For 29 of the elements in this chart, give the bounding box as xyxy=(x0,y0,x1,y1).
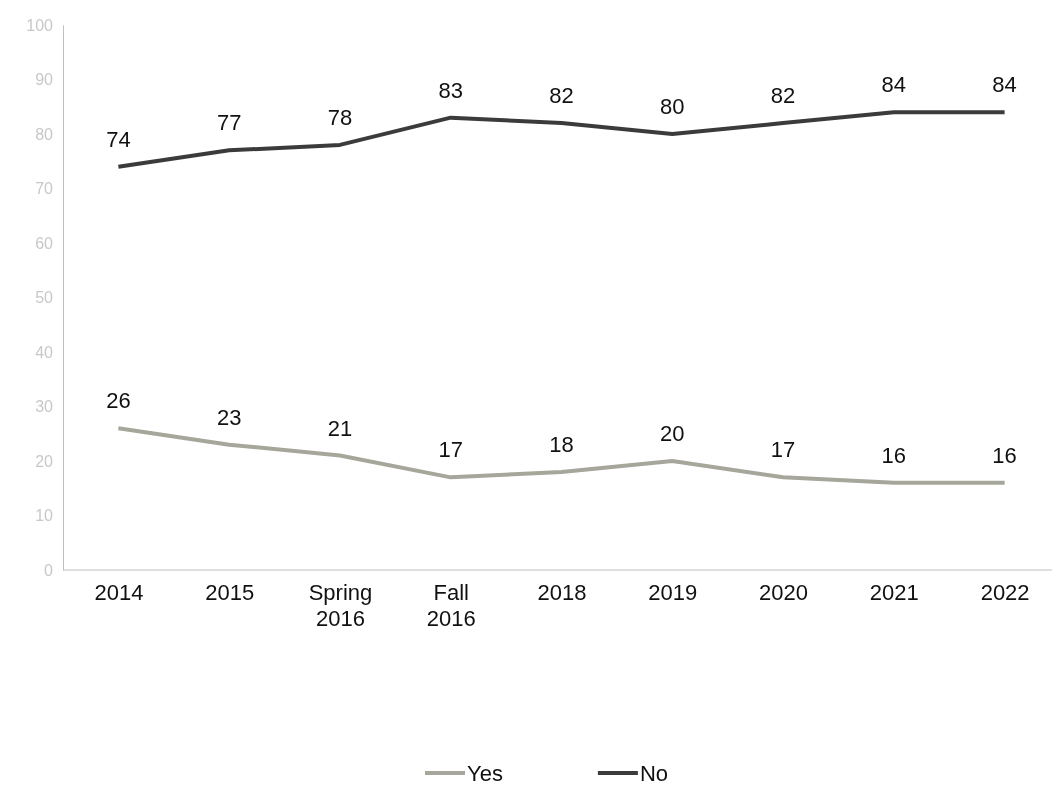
x-tick-label: Fall 2016 xyxy=(426,579,476,632)
x-tick-label: 2020 xyxy=(759,579,809,605)
data-label: 80 xyxy=(660,94,685,119)
data-label: 83 xyxy=(438,77,463,103)
data-label: 26 xyxy=(106,388,131,414)
x-tick-label: 2022 xyxy=(980,579,1030,605)
x-tick-label: Spring 2016 xyxy=(308,579,373,632)
data-label: 23 xyxy=(216,404,242,430)
legend-label: Yes xyxy=(467,761,503,786)
data-label: 17 xyxy=(770,437,796,463)
data-label: 16 xyxy=(992,442,1017,468)
data-label: 84 xyxy=(881,72,907,98)
data-label: 20 xyxy=(660,421,685,446)
data-label: 82 xyxy=(549,83,574,109)
x-tick-label: 2015 xyxy=(205,579,255,605)
x-tick-label: 2018 xyxy=(537,579,587,605)
data-label: 74 xyxy=(106,126,131,152)
data-label: 82 xyxy=(770,83,796,109)
data-label: 21 xyxy=(327,415,353,441)
data-label: 77 xyxy=(216,110,242,136)
x-tick-label: 2021 xyxy=(869,579,919,605)
data-label: 84 xyxy=(992,72,1017,98)
data-label: 16 xyxy=(881,442,907,468)
x-tick-label: 2014 xyxy=(94,579,144,605)
data-label: 17 xyxy=(438,437,463,463)
legend-label: No xyxy=(639,761,669,786)
x-tick-label: 2019 xyxy=(648,579,698,605)
data-label: 78 xyxy=(327,104,353,130)
data-label: 18 xyxy=(549,431,574,457)
